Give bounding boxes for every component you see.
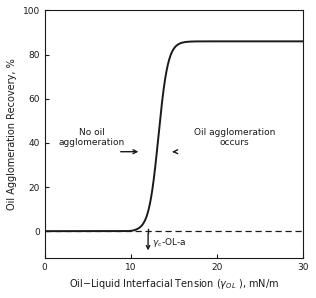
Y-axis label: Oil Agglomeration Recovery, %: Oil Agglomeration Recovery, % xyxy=(7,58,17,210)
X-axis label: Oil$-$Liquid Interfacial Tension ($\gamma_{OL}$ ), mN/m: Oil$-$Liquid Interfacial Tension ($\gamm… xyxy=(69,277,279,291)
Text: No oil
agglomeration: No oil agglomeration xyxy=(59,128,125,147)
Text: $\gamma_{\rm c}$-OL-a: $\gamma_{\rm c}$-OL-a xyxy=(152,236,187,249)
Text: Oil agglomeration
occurs: Oil agglomeration occurs xyxy=(194,128,275,147)
